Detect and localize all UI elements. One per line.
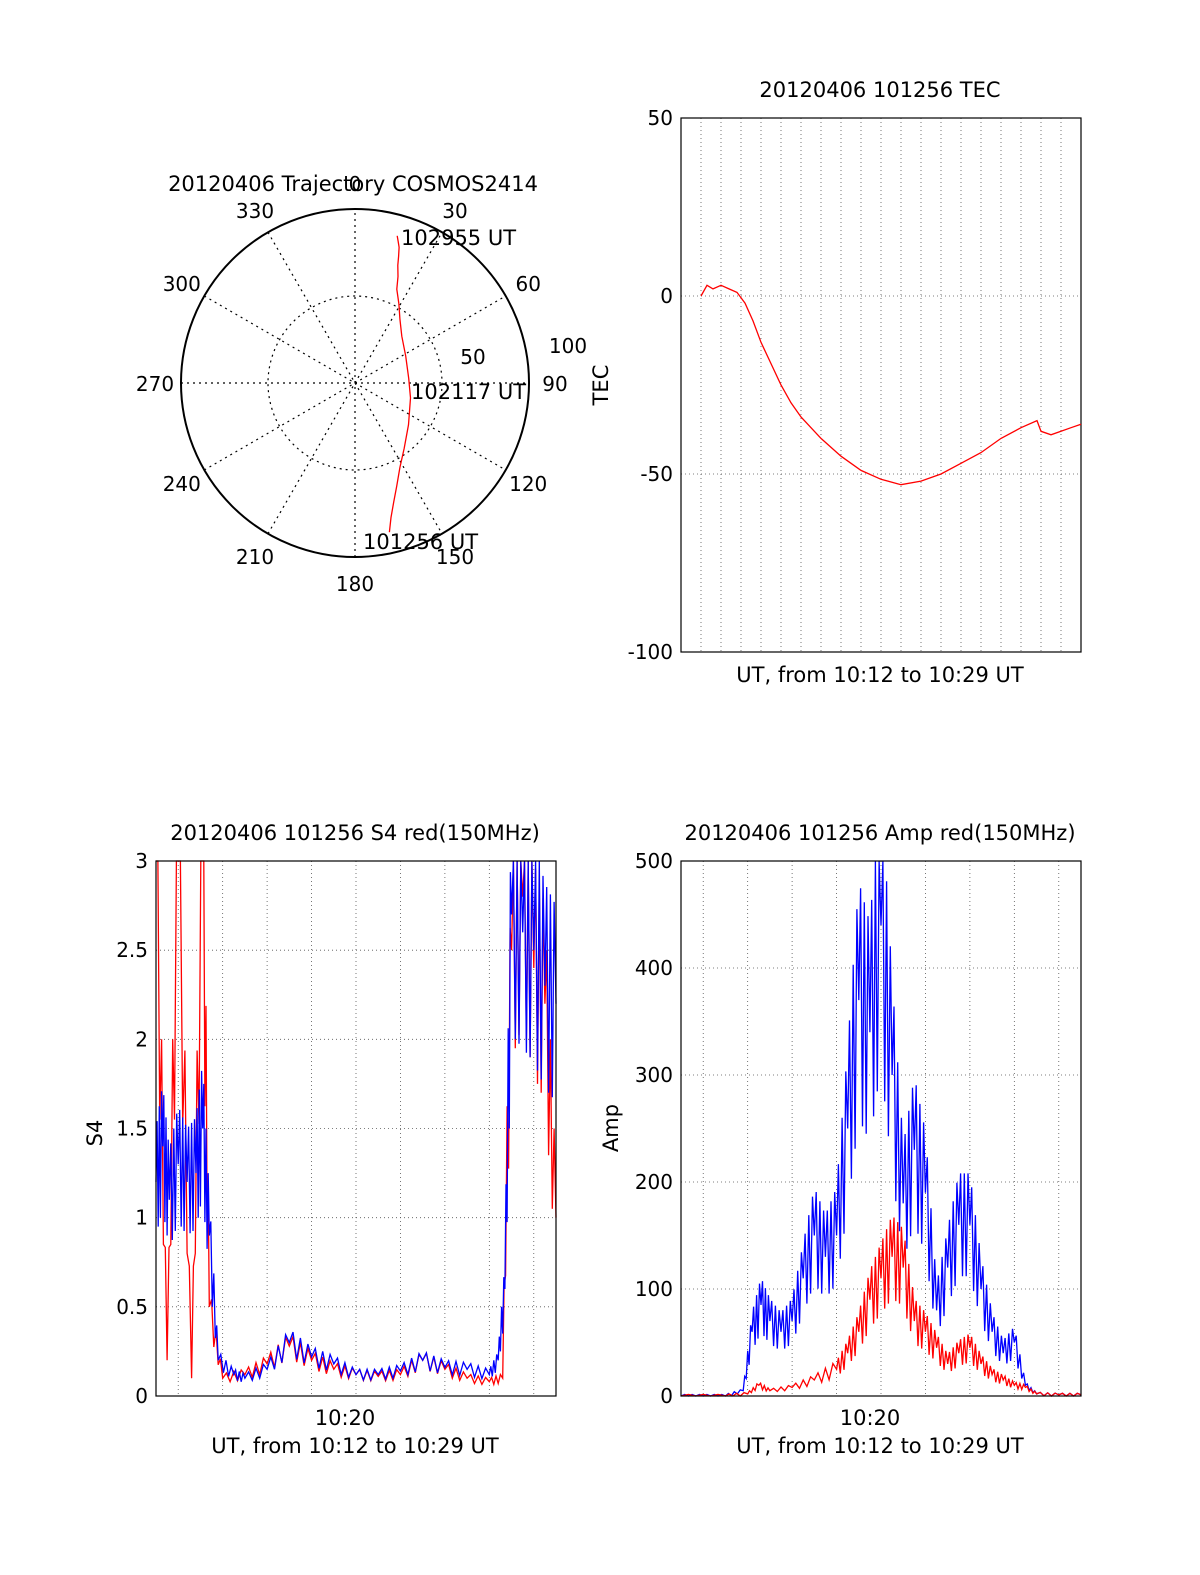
y-tick-label: 0: [135, 1384, 148, 1408]
trajectory-end-label: 102955 UT: [401, 226, 516, 250]
series-line: [155, 860, 557, 1383]
s4-plot-frame: [155, 860, 557, 1397]
y-tick-label: 100: [635, 1277, 673, 1301]
series-line: [680, 1217, 1082, 1397]
amp-title: 20120406 101256 Amp red(150MHz): [684, 821, 1075, 845]
y-tick-label: 0.5: [116, 1295, 148, 1319]
polar-azimuth-label: 240: [163, 472, 201, 496]
y-tick-label: 1: [135, 1206, 148, 1230]
amp-series: [680, 860, 1082, 1397]
amp-panel: 20120406 101256 Amp red(150MHz) 0 100 200 3…: [599, 821, 1082, 1458]
y-tick-label: 2.5: [116, 938, 148, 962]
s4-panel: 20120406 101256 S4 red(150MHz) 0 0.5 1 1.5 2…: [83, 821, 557, 1458]
polar-azimuth-label: 60: [515, 272, 540, 296]
trajectory-mid-label: 102117 UT: [411, 380, 526, 404]
s4-title: 20120406 101256 S4 red(150MHz): [170, 821, 540, 845]
polar-azimuth-label: 180: [336, 572, 374, 596]
polar-azimuth-label: 210: [236, 545, 274, 569]
s4-y-ticks: 0 0.5 1 1.5 2 2.5 3: [116, 849, 148, 1408]
y-tick-label: 2: [135, 1027, 148, 1051]
tec-y-ticks: 50 0 -50 -100: [628, 106, 673, 664]
y-tick-label: 200: [635, 1170, 673, 1194]
polar-azimuth-labels: 0 30 60 90 120 150 180 210 240 270 300 330: [136, 172, 568, 596]
trajectory-line: [388, 235, 412, 533]
amp-x-axis-label: UT, from 10:12 to 10:29 UT: [736, 1434, 1024, 1458]
polar-radial-label-50: 50: [460, 345, 485, 369]
polar-azimuth-label: 0: [349, 172, 362, 196]
y-tick-label: -50: [640, 462, 673, 486]
y-tick-label: 500: [635, 849, 673, 873]
polar-azimuth-label: 330: [236, 199, 274, 223]
tec-panel: 20120406 101256 TEC 50 0 -50 -100 TEC UT, f…: [589, 78, 1082, 687]
tec-plot-frame: [680, 117, 1082, 653]
y-tick-label: 400: [635, 956, 673, 980]
polar-azimuth-label: 300: [163, 272, 201, 296]
s4-x-tick-label: 10:20: [315, 1406, 376, 1430]
s4-y-axis-label: S4: [83, 1120, 107, 1147]
polar-azimuth-label: 120: [509, 472, 547, 496]
y-tick-label: 3: [135, 849, 148, 873]
y-tick-label: 50: [648, 106, 673, 130]
polar-azimuth-label: 90: [542, 372, 567, 396]
amp-x-tick-label: 10:20: [840, 1406, 901, 1430]
polar-title: 20120406 Trajectory COSMOS2414: [168, 172, 538, 196]
tec-grid: [681, 117, 1081, 653]
amp-y-ticks: 0 100 200 300 400 500: [635, 849, 673, 1408]
series-line: [680, 860, 1082, 1397]
polar-trajectory-panel: 20120406 Trajectory COSMOS2414 0 30 60 90 12…: [136, 172, 587, 596]
polar-azimuth-label: 150: [436, 545, 474, 569]
polar-inner-circle: [267, 295, 443, 471]
s4-x-axis-label: UT, from 10:12 to 10:29 UT: [211, 1434, 499, 1458]
y-tick-label: -100: [628, 640, 673, 664]
polar-azimuth-label: 30: [442, 199, 467, 223]
polar-spoke: [267, 232, 443, 534]
tec-x-axis-label: UT, from 10:12 to 10:29 UT: [736, 663, 1024, 687]
amp-y-axis-label: Amp: [599, 1104, 623, 1152]
polar-azimuth-label: 270: [136, 372, 174, 396]
polar-radial-label-100: 100: [549, 334, 587, 358]
tec-series: [700, 284, 1082, 486]
y-tick-label: 300: [635, 1063, 673, 1087]
tec-y-axis-label: TEC: [589, 365, 613, 407]
polar-spokes: [181, 209, 529, 557]
amp-plot-frame: [680, 860, 1082, 1397]
y-tick-label: 0: [660, 1384, 673, 1408]
tec-title: 20120406 101256 TEC: [759, 78, 1000, 102]
trajectory-start-label: 101256 UT: [363, 530, 478, 554]
series-line: [700, 284, 1082, 486]
y-tick-label: 1.5: [116, 1117, 148, 1141]
y-tick-label: 0: [660, 284, 673, 308]
